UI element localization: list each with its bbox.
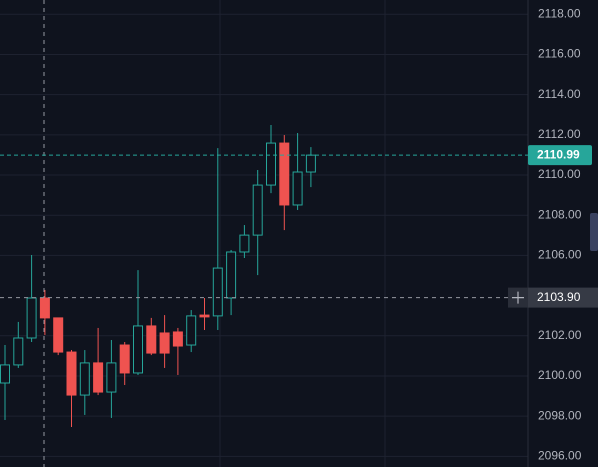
- candle-body: [66, 351, 77, 396]
- last-price-badge: [528, 145, 592, 166]
- y-tick-label: 2102.00: [538, 328, 582, 342]
- candle-body: [279, 142, 290, 206]
- candle-body: [53, 317, 64, 353]
- candle-body: [119, 344, 130, 374]
- y-tick-label: 2110.00: [538, 167, 581, 181]
- y-tick-label: 2098.00: [538, 408, 582, 422]
- plus-icon: [512, 291, 524, 304]
- candle-body: [239, 234, 250, 253]
- y-tick-label: 2116.00: [538, 47, 581, 61]
- candle-body: [266, 142, 276, 186]
- y-tick-label: 2112.00: [538, 127, 581, 141]
- candle-body: [106, 362, 117, 393]
- candle-body: [252, 184, 263, 236]
- candle-body: [133, 325, 143, 374]
- crosshair-label: 2103.90: [537, 290, 581, 304]
- candle-body: [292, 171, 303, 206]
- y-tick-label: 2096.00: [538, 449, 582, 463]
- candle-body: [79, 362, 90, 396]
- candle-body: [226, 251, 237, 299]
- candle-body: [26, 297, 37, 339]
- candle-body: [146, 325, 157, 354]
- y-tick-label: 2106.00: [538, 248, 582, 262]
- candle-body: [212, 267, 223, 317]
- candle-body: [39, 297, 50, 319]
- y-tick-label: 2118.00: [538, 6, 581, 20]
- side-tab[interactable]: [590, 213, 598, 251]
- y-tick-label: 2100.00: [538, 368, 582, 382]
- last-price-label: 2110.99: [537, 147, 580, 161]
- candle-body: [159, 332, 170, 354]
- y-tick-label: 2108.00: [538, 207, 582, 221]
- candle-body: [305, 154, 316, 173]
- candle-body: [13, 337, 24, 366]
- candle-body: [199, 314, 210, 318]
- candle-body: [93, 362, 104, 393]
- candle-body: [172, 331, 183, 347]
- candle-body: [186, 315, 197, 346]
- y-tick-label: 2114.00: [538, 87, 581, 101]
- crosshair-badge: [528, 287, 598, 308]
- candle-body: [0, 364, 10, 384]
